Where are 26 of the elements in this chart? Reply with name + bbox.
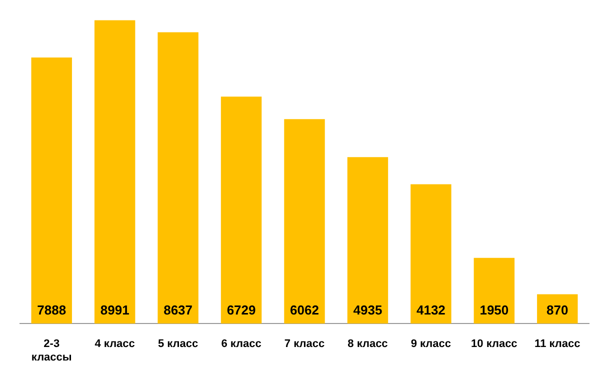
- x-tick-label: 2-3 классы: [31, 338, 72, 364]
- data-label: 7888: [37, 302, 66, 318]
- bar: [410, 184, 452, 324]
- bar: [347, 157, 388, 324]
- data-label: 6062: [290, 302, 319, 318]
- data-label: 870: [546, 302, 568, 318]
- x-tick-label: 5 класс: [158, 338, 198, 350]
- data-label: 8637: [164, 302, 193, 318]
- x-tick-label: 9 класс: [410, 338, 452, 350]
- data-label: 4132: [416, 302, 446, 318]
- data-label: 8991: [100, 302, 130, 318]
- data-label: 4935: [353, 302, 382, 318]
- x-tick-label: 11 класс: [534, 338, 580, 350]
- bar: [220, 96, 262, 324]
- data-label: 6729: [226, 302, 256, 318]
- bar: [31, 58, 72, 324]
- bar: [474, 258, 515, 324]
- data-label: 1950: [480, 302, 509, 318]
- bar: [158, 32, 198, 324]
- x-tick-label: 7 класс: [284, 338, 325, 350]
- x-tick-label: 6 класс: [221, 338, 262, 350]
- x-tick-label: 10 класс: [471, 338, 518, 350]
- bar: [94, 20, 136, 324]
- x-tick-label: 8 класс: [348, 338, 388, 350]
- x-tick-label: 4 класс: [94, 338, 135, 350]
- bar: [284, 119, 325, 324]
